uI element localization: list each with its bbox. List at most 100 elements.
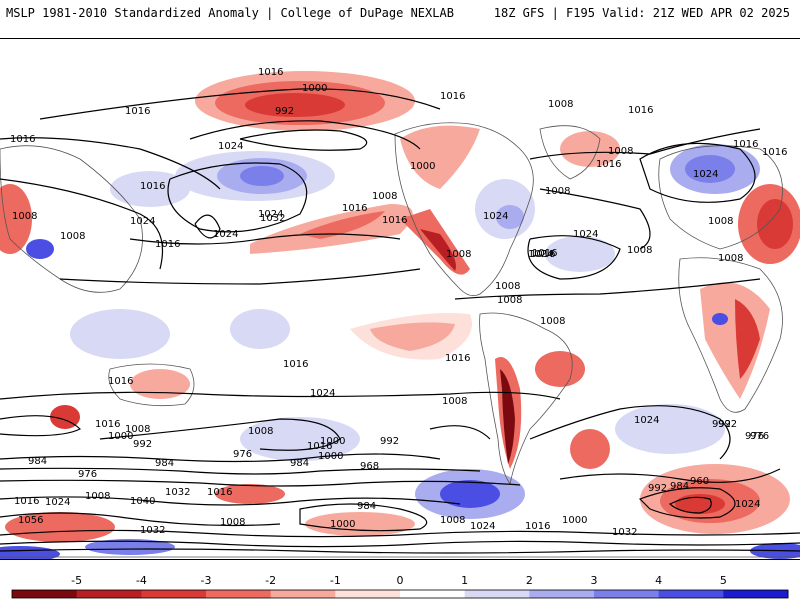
colorbar-segment	[529, 590, 595, 598]
contour-label: 984	[670, 481, 689, 492]
colorbar-tick-label: 3	[591, 574, 598, 587]
svg-text:1008: 1008	[442, 396, 467, 407]
anomaly-shading	[0, 71, 800, 559]
contour-label: 1008	[497, 295, 522, 306]
anomaly-neg-shade	[757, 199, 793, 249]
contour-label: 976	[233, 449, 252, 460]
svg-text:1024: 1024	[218, 141, 243, 152]
anomaly-neg-shade	[0, 184, 32, 254]
svg-text:1000: 1000	[320, 436, 345, 447]
svg-text:1016: 1016	[258, 67, 283, 78]
anomaly-pos-shade	[440, 480, 500, 508]
contour-label: 1024	[735, 499, 760, 510]
contour-label: 1016	[445, 353, 470, 364]
colorbar-tick-label: -2	[265, 574, 276, 587]
contour-label: 1000	[410, 161, 435, 172]
colorbar-outline	[11, 589, 789, 599]
svg-text:960: 960	[690, 476, 709, 487]
svg-text:1008: 1008	[446, 249, 471, 260]
isobar-line	[194, 214, 221, 239]
contour-label: 1000	[318, 451, 343, 462]
svg-text:984: 984	[155, 458, 174, 469]
coastline-asia	[0, 145, 143, 293]
svg-text:1024: 1024	[213, 229, 238, 240]
colorbar-tick-label: -4	[136, 574, 147, 587]
svg-text:1008: 1008	[540, 316, 565, 327]
contour-labels: 1016 1000 992 1016 1024 1008 1016 1008 1…	[10, 67, 787, 538]
coastline-africa	[678, 257, 783, 413]
colorbar-tick-label: -5	[71, 574, 82, 587]
contour-label: 1008	[495, 281, 520, 292]
svg-text:1000: 1000	[562, 515, 587, 526]
svg-text:992: 992	[133, 439, 152, 450]
contour-label: 1016	[628, 105, 653, 116]
svg-text:1008: 1008	[545, 186, 570, 197]
anomaly-pos-shade	[240, 166, 284, 186]
colorbar-segment	[12, 590, 78, 598]
svg-text:1000: 1000	[318, 451, 343, 462]
colorbar-tick-label: 0	[397, 574, 404, 587]
svg-text:992: 992	[380, 436, 399, 447]
svg-text:1016: 1016	[762, 147, 787, 158]
svg-text:984: 984	[28, 456, 47, 467]
contour-label: 1008	[627, 245, 652, 256]
contour-label: 1008	[442, 396, 467, 407]
contour-label: 1024	[470, 521, 495, 532]
svg-text:992: 992	[648, 483, 667, 494]
svg-text:968: 968	[360, 461, 379, 472]
contour-label: 1016	[307, 441, 332, 452]
svg-text:1016: 1016	[530, 249, 555, 260]
svg-text:1008: 1008	[708, 216, 733, 227]
svg-text:1008: 1008	[627, 245, 652, 256]
colorbar-tick-label: 4	[655, 574, 662, 587]
colorbar-segment	[658, 590, 724, 598]
anomaly-pos-shade	[615, 404, 725, 454]
contour-label: 1024	[483, 211, 508, 222]
svg-text:1032: 1032	[612, 527, 637, 538]
isobar-line	[454, 278, 761, 300]
contour-label: 1040	[130, 496, 155, 507]
isobar-line	[429, 425, 491, 440]
contour-label: 1016	[108, 376, 133, 387]
contour-label: 976	[750, 431, 769, 442]
colorbar-segment	[335, 590, 401, 598]
isobar-line	[189, 120, 421, 150]
isobar-line	[529, 405, 731, 460]
contour-label: 1016	[14, 496, 39, 507]
svg-text:1008: 1008	[495, 281, 520, 292]
svg-text:1008: 1008	[548, 99, 573, 110]
isobar-line	[0, 529, 800, 538]
anomaly-neg-shade	[700, 282, 770, 399]
isobar-line	[0, 415, 82, 437]
contour-label: 984	[357, 501, 376, 512]
contour-label: 1008	[85, 491, 110, 502]
isobar-line	[99, 418, 341, 451]
svg-text:976: 976	[745, 431, 764, 442]
contour-label: 1024	[528, 249, 553, 260]
contour-label: 992	[275, 106, 294, 117]
svg-text:1008: 1008	[372, 191, 397, 202]
svg-text:1032: 1032	[165, 487, 190, 498]
colorbar-ticks: -5 -4 -3 -2 -1 0 1 2 3 4 5	[71, 574, 727, 587]
coastlines	[0, 122, 800, 558]
svg-text:976: 976	[78, 469, 97, 480]
svg-text:984: 984	[290, 458, 309, 469]
contour-label: 1016	[95, 419, 120, 430]
colorbar-tick-label: -3	[201, 574, 212, 587]
colorbar-segment	[141, 590, 207, 598]
svg-text:1016: 1016	[207, 487, 232, 498]
svg-text:1032: 1032	[260, 213, 285, 224]
anomaly-pos-shade	[230, 309, 290, 349]
title-left: MSLP 1981-2010 Standardized Anomaly | Co…	[6, 6, 454, 20]
contour-label: 1056	[18, 515, 43, 526]
isobar-line	[167, 162, 308, 233]
colorbar-segment	[206, 590, 272, 598]
contour-label: 1016	[596, 159, 621, 170]
contour-label: 1016	[258, 67, 283, 78]
map-frame: 1016 1000 992 1016 1024 1008 1016 1008 1…	[0, 38, 800, 560]
svg-text:1008: 1008	[220, 517, 245, 528]
colorbar-segment	[464, 590, 530, 598]
contour-label: 1016	[207, 487, 232, 498]
svg-text:1008: 1008	[440, 515, 465, 526]
anomaly-pos-shade	[0, 546, 60, 559]
